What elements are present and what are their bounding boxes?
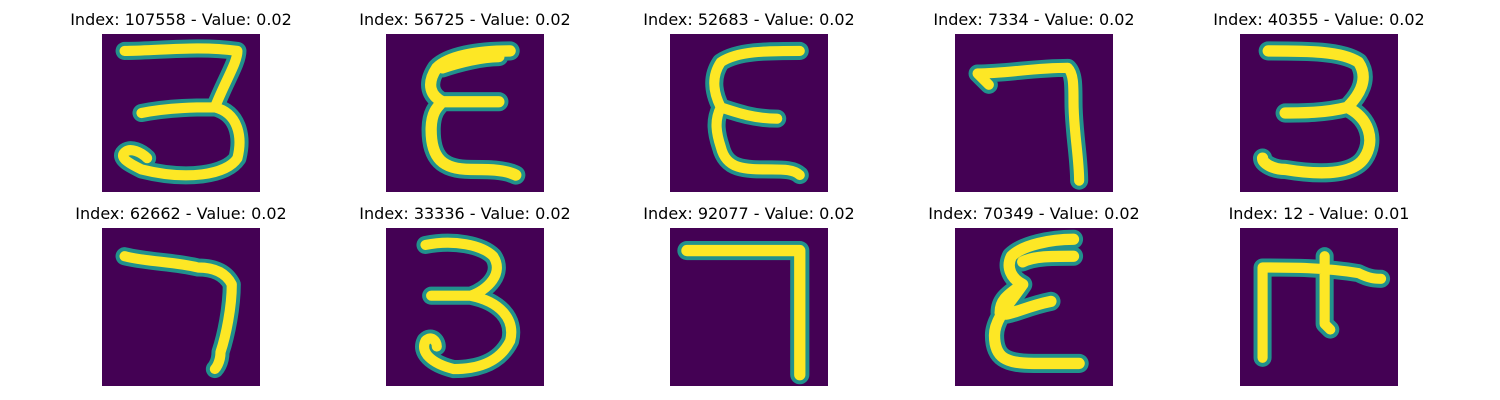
digit-image	[670, 228, 828, 386]
sample-panel-10: Index: 12 - Value: 0.01	[1199, 204, 1439, 386]
panel-title: Index: 52683 - Value: 0.02	[643, 10, 855, 29]
panel-title: Index: 107558 - Value: 0.02	[70, 10, 292, 29]
sample-panel-3: Index: 52683 - Value: 0.02	[629, 10, 869, 192]
panel-title: Index: 92077 - Value: 0.02	[643, 204, 855, 223]
digit-image	[102, 228, 260, 386]
sample-panel-5: Index: 40355 - Value: 0.02	[1199, 10, 1439, 192]
sample-panel-2: Index: 56725 - Value: 0.02	[345, 10, 585, 192]
panel-title: Index: 70349 - Value: 0.02	[928, 204, 1140, 223]
digit-image	[955, 228, 1113, 386]
panel-title: Index: 56725 - Value: 0.02	[359, 10, 571, 29]
sample-panel-1: Index: 107558 - Value: 0.02	[61, 10, 301, 192]
digit-image	[1240, 34, 1398, 192]
panel-title: Index: 12 - Value: 0.01	[1228, 204, 1410, 223]
digit-image	[955, 34, 1113, 192]
digit-image	[386, 228, 544, 386]
sample-panel-8: Index: 92077 - Value: 0.02	[629, 204, 869, 386]
digit-image	[670, 34, 828, 192]
digit-image	[386, 34, 544, 192]
panel-title: Index: 7334 - Value: 0.02	[933, 10, 1135, 29]
digit-image	[102, 34, 260, 192]
panel-title: Index: 40355 - Value: 0.02	[1213, 10, 1425, 29]
sample-panel-4: Index: 7334 - Value: 0.02	[914, 10, 1154, 192]
panel-title: Index: 62662 - Value: 0.02	[75, 204, 287, 223]
sample-panel-6: Index: 62662 - Value: 0.02	[61, 204, 301, 386]
digit-image	[1240, 228, 1398, 386]
sample-panel-9: Index: 70349 - Value: 0.02	[914, 204, 1154, 386]
sample-panel-7: Index: 33336 - Value: 0.02	[345, 204, 585, 386]
panel-title: Index: 33336 - Value: 0.02	[359, 204, 571, 223]
